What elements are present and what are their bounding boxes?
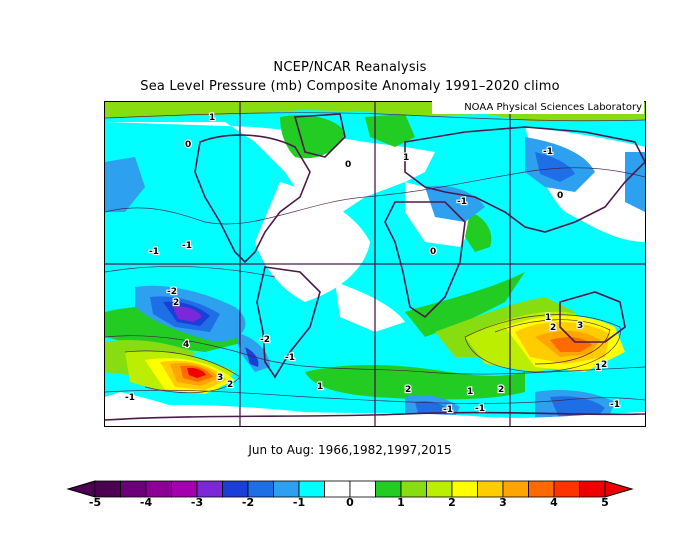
contour-label: -1 xyxy=(457,197,467,207)
contour-label: -1 xyxy=(149,247,159,257)
colorbar-max-arrow xyxy=(604,480,634,498)
colorbar-tick-label: 5 xyxy=(601,496,609,509)
colorbar-cell xyxy=(94,480,121,498)
contour-label: 2 xyxy=(405,385,411,395)
colorbar-tick-label: 4 xyxy=(550,496,558,509)
colorbar-tick-label: -3 xyxy=(190,496,204,509)
contour-label: 4 xyxy=(183,340,189,350)
colorbar-cell xyxy=(171,480,198,498)
contour-label: -2 xyxy=(260,335,270,345)
colorbar xyxy=(66,480,634,498)
plot-subtitle: Sea Level Pressure (mb) Composite Anomal… xyxy=(140,79,560,94)
colorbar-cell xyxy=(222,480,249,498)
colorbar-cell xyxy=(349,480,376,498)
colorbar-cell xyxy=(247,480,274,498)
neutral-zones xyxy=(105,122,645,426)
colorbar-cell xyxy=(579,480,606,498)
colorbar-tick-label: -5 xyxy=(88,496,102,509)
colorbar-cell xyxy=(477,480,504,498)
continent-outlines xyxy=(105,113,645,421)
colorbar-tick-label: 3 xyxy=(499,496,507,509)
anomaly-map: 1 0 -1 0 -1 -1 -2 2 4 3 2 -2 -1 1 2 2 3 2 1 -1 -1 -1 0 1 -1 1 2 0 1-… xyxy=(104,101,646,427)
composite-years: Jun to Aug: 1966,1982,1997,2015 xyxy=(248,443,452,457)
contour-label: 0 xyxy=(557,191,563,201)
contour-label: 0 xyxy=(345,160,351,170)
contour-label: 1 xyxy=(467,387,473,397)
colorbar-cell xyxy=(375,480,402,498)
contour-label: -1 xyxy=(443,405,453,415)
colorbar-tick-label: 1 xyxy=(397,496,405,509)
contour-label: -1 xyxy=(182,241,192,251)
contour-label: -1 xyxy=(125,393,135,403)
colorbar-tick-label: -1 xyxy=(292,496,306,509)
contour-label: 0 xyxy=(430,247,436,257)
colorbar-cell xyxy=(298,480,325,498)
contour-label: 3 xyxy=(577,321,583,331)
colorbar-cell xyxy=(324,480,351,498)
colorbar-cell xyxy=(145,480,172,498)
plot-title: NCEP/NCAR Reanalysis xyxy=(273,60,427,75)
contour-label: 2 xyxy=(227,380,233,390)
colorbar-cell xyxy=(502,480,529,498)
contours xyxy=(105,112,645,404)
contour-label: -1 xyxy=(475,404,485,414)
colorbar-cell xyxy=(400,480,427,498)
colorbar-tick-label: 0 xyxy=(346,496,354,509)
contour-label: -1 xyxy=(543,147,553,157)
colorbar-cell xyxy=(451,480,478,498)
colorbar-tick-label: -4 xyxy=(139,496,153,509)
contour-label: 1 xyxy=(545,313,551,323)
contour-label: 1 xyxy=(403,153,409,163)
grid-lines xyxy=(105,102,645,426)
contour-label: 0 xyxy=(185,140,191,150)
colorbar-cell xyxy=(196,480,223,498)
colorbar-min-arrow xyxy=(66,480,96,498)
contour-label: 2 xyxy=(550,323,556,333)
contour-label: 2 xyxy=(601,360,607,370)
contour-label: -1 xyxy=(285,353,295,363)
contour-label: 2 xyxy=(498,385,504,395)
colorbar-tick-label: -2 xyxy=(241,496,255,509)
contour-label: -1 xyxy=(610,400,620,410)
colorbar-cell xyxy=(273,480,300,498)
colorbar-tick-label: 2 xyxy=(448,496,456,509)
contour-label: 1 xyxy=(317,382,323,392)
colorbar-cell xyxy=(528,480,555,498)
colorbar-cell xyxy=(120,480,147,498)
colorbar-cell xyxy=(426,480,453,498)
contour-label: 1 xyxy=(595,363,601,373)
contour-label: 1 xyxy=(209,113,215,123)
colorbar-cell xyxy=(553,480,580,498)
contour-label: 2 xyxy=(173,298,179,308)
contour-label: -2 xyxy=(167,287,177,297)
credit-label: NOAA Physical Sciences Laboratory xyxy=(432,101,644,114)
contour-label: 3 xyxy=(217,373,223,383)
